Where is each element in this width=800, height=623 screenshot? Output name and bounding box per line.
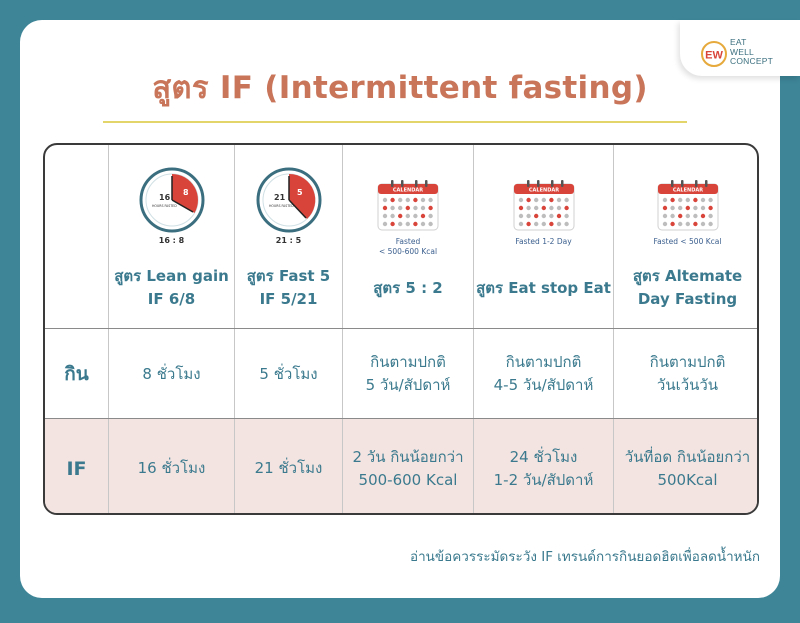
clock-caption: 16 : 8 xyxy=(158,236,185,245)
table-cell: 5 ชั่วโมง xyxy=(234,329,342,419)
calendar-icon: CALENDAR xyxy=(343,179,473,231)
calendar-caption: Fasted < 500-600 Kcal xyxy=(378,237,438,256)
svg-text:21: 21 xyxy=(274,193,286,202)
eat-value: กินตามปกติ xyxy=(505,353,582,371)
plan-name: สูตร Fast 5 IF 5/21 xyxy=(246,267,331,308)
table-cell: 8 ชั่วโมง xyxy=(108,329,234,419)
plan-header-fast-5: 21 5 HOURS FASTED 21 : 5 สูตร Fast 5 IF 5… xyxy=(234,145,342,328)
table-cell: วันที่อด กินน้อยกว่า 500Kcal xyxy=(613,419,757,513)
table-cell: 16 ชั่วโมง xyxy=(108,419,234,513)
corner-cell xyxy=(45,145,108,328)
title-underline xyxy=(103,121,687,123)
if-value: 21 ชั่วโมง xyxy=(254,459,323,477)
if-value: 500-600 Kcal xyxy=(358,470,458,489)
eat-well-logo-icon: EW xyxy=(701,41,727,67)
svg-text:HOURS FASTED: HOURS FASTED xyxy=(152,204,177,208)
svg-text:8: 8 xyxy=(183,188,189,197)
page-title: สูตร IF (Intermittent fasting) xyxy=(152,70,648,106)
plan-name: สูตร Eat stop Eat xyxy=(476,279,611,297)
if-value: 24 ชั่วโมง xyxy=(509,447,578,466)
eat-value: 8 ชั่วโมง xyxy=(142,364,201,383)
calendar-icon: CALENDAR xyxy=(474,179,613,231)
clock-16-8-icon: 16 8 HOURS FASTED xyxy=(109,167,234,233)
plan-header-lean-gain: 16 8 HOURS FASTED 16 : 8 สูตร Lean gain I… xyxy=(108,145,234,328)
clock-21-5-icon: 21 5 HOURS FASTED xyxy=(235,167,342,233)
table-cell: 24 ชั่วโมง 1-2 วัน/สัปดาห์ xyxy=(473,419,613,513)
calendar-caption: Fasted 1-2 Day xyxy=(515,237,572,246)
eat-value: 5 วัน/สัปดาห์ xyxy=(365,376,451,394)
svg-text:16: 16 xyxy=(159,193,171,202)
eat-value: 5 ชั่วโมง xyxy=(259,364,318,383)
row-label-cell: กิน xyxy=(45,329,108,419)
plan-name: สูตร Lean gain IF 6/8 xyxy=(114,267,229,308)
logo-tab xyxy=(680,20,800,76)
if-value: 16 ชั่วโมง xyxy=(137,459,206,477)
table-cell: 2 วัน กินน้อยกว่า 500-600 Kcal xyxy=(342,419,473,513)
eat-value: วันเว้นวัน xyxy=(656,376,719,394)
svg-text:HOURS FASTED: HOURS FASTED xyxy=(269,204,294,208)
if-plans-table: 16 8 HOURS FASTED 16 : 8 สูตร Lean gain I… xyxy=(43,143,759,515)
brand-line-3: CONCEPT xyxy=(730,56,773,66)
table-cell: 21 ชั่วโมง xyxy=(234,419,342,513)
if-value: 500Kcal xyxy=(657,470,718,489)
eat-value: กินตามปกติ xyxy=(649,353,726,371)
svg-text:EW: EW xyxy=(705,50,723,62)
brand-name: EAT WELL CONCEPT xyxy=(730,37,796,67)
if-row: IF 16 ชั่วโมง 21 ชั่วโมง 2 วัน กินน้อยกว… xyxy=(45,418,757,513)
calendar-caption: Fasted < 500 Kcal xyxy=(653,237,722,246)
table-header-row: 16 8 HOURS FASTED 16 : 8 สูตร Lean gain I… xyxy=(45,145,757,328)
if-value: 2 วัน กินน้อยกว่า xyxy=(352,447,464,466)
calendar-icon: CALENDAR xyxy=(614,179,757,231)
svg-text:CALENDAR: CALENDAR xyxy=(393,188,423,194)
table-cell: กินตามปกติ 5 วัน/สัปดาห์ xyxy=(342,329,473,419)
eat-value: กินตามปกติ xyxy=(370,353,446,371)
clock-caption: 21 : 5 xyxy=(275,236,302,245)
if-value: 1-2 วัน/สัปดาห์ xyxy=(493,470,594,489)
brand-line-1: EAT xyxy=(730,37,747,47)
footer-article-link[interactable]: อ่านข้อควรระมัดระวัง IF เทรนด์การกินยอดฮ… xyxy=(409,549,760,565)
brand-line-2: WELL xyxy=(730,46,754,57)
row-label-if: IF xyxy=(66,457,87,480)
plan-header-5-2: CALENDAR Fasted < 500-600 Kcal สูตร 5 : 2 xyxy=(342,145,473,328)
eat-value: 4-5 วัน/สัปดาห์ xyxy=(493,376,594,394)
svg-text:CALENDAR: CALENDAR xyxy=(672,188,702,194)
plan-header-eat-stop-eat: CALENDAR Fasted 1-2 Day สูตร Eat stop Ea… xyxy=(473,145,613,328)
row-label-cell: IF xyxy=(45,419,108,513)
plan-header-alternate-day: CALENDAR Fasted < 500 Kcal สูตร Altemate… xyxy=(613,145,757,328)
table-cell: กินตามปกติ 4-5 วัน/สัปดาห์ xyxy=(473,329,613,419)
row-label-eat: กิน xyxy=(64,363,89,385)
eat-row: กิน 8 ชั่วโมง 5 ชั่วโมง กินตามปกติ 5 วัน/… xyxy=(45,328,757,419)
plan-name: สูตร 5 : 2 xyxy=(373,279,443,297)
if-value: วันที่อด กินน้อยกว่า xyxy=(624,447,751,466)
table-cell: กินตามปกติวันเว้นวัน xyxy=(613,329,757,419)
svg-text:CALENDAR: CALENDAR xyxy=(528,188,558,194)
plan-name: สูตร Altemate Day Fasting xyxy=(632,267,743,308)
svg-text:5: 5 xyxy=(297,188,303,197)
